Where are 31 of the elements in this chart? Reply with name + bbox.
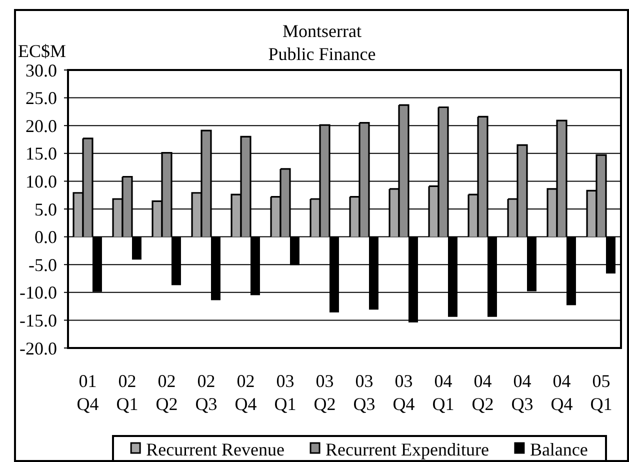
chart-subtitle: Public Finance — [268, 44, 376, 64]
legend-label: Recurrent Expenditure — [326, 439, 489, 460]
y-tick-label: -10.0 — [20, 282, 57, 303]
y-tick-label: 20.0 — [26, 116, 57, 136]
y-tick-label: 25.0 — [26, 88, 57, 108]
y-tick-label: 5.0 — [34, 199, 57, 220]
x-tick-label: 03 Q4 — [392, 371, 415, 414]
x-tick-label: 01 Q4 — [76, 371, 99, 414]
x-tick-label: 05 Q1 — [590, 371, 612, 414]
y-tick-label: 30.0 — [26, 60, 57, 80]
legend-label: Balance — [530, 439, 588, 460]
y-tick-label: 0.0 — [34, 227, 57, 248]
y-tick-label: -20.0 — [20, 338, 57, 358]
legend-label: Recurrent Revenue — [146, 439, 285, 460]
y-axis-title: EC$M — [18, 41, 66, 61]
x-tick-label: 04 Q1 — [432, 371, 454, 414]
x-tick-label: 02 Q2 — [156, 371, 178, 414]
chart-title: Montserrat — [282, 21, 362, 41]
x-tick-label: 03 Q1 — [274, 371, 296, 414]
y-tick-label: -15.0 — [20, 310, 57, 330]
x-tick-label: 02 Q1 — [116, 371, 138, 414]
y-tick-label: 15.0 — [26, 144, 57, 164]
x-tick-label: 02 Q3 — [195, 371, 218, 414]
y-tick-label: 10.0 — [26, 172, 57, 192]
x-tick-label: 03 Q2 — [314, 371, 336, 414]
y-tick-label: -5.0 — [28, 254, 57, 275]
x-tick-label: 04 Q3 — [511, 371, 534, 414]
x-tick-label: 03 Q3 — [353, 371, 376, 414]
x-tick-label: 04 Q2 — [472, 371, 494, 414]
x-tick-label: 04 Q4 — [550, 371, 573, 414]
x-tick-label: 02 Q4 — [234, 371, 257, 414]
